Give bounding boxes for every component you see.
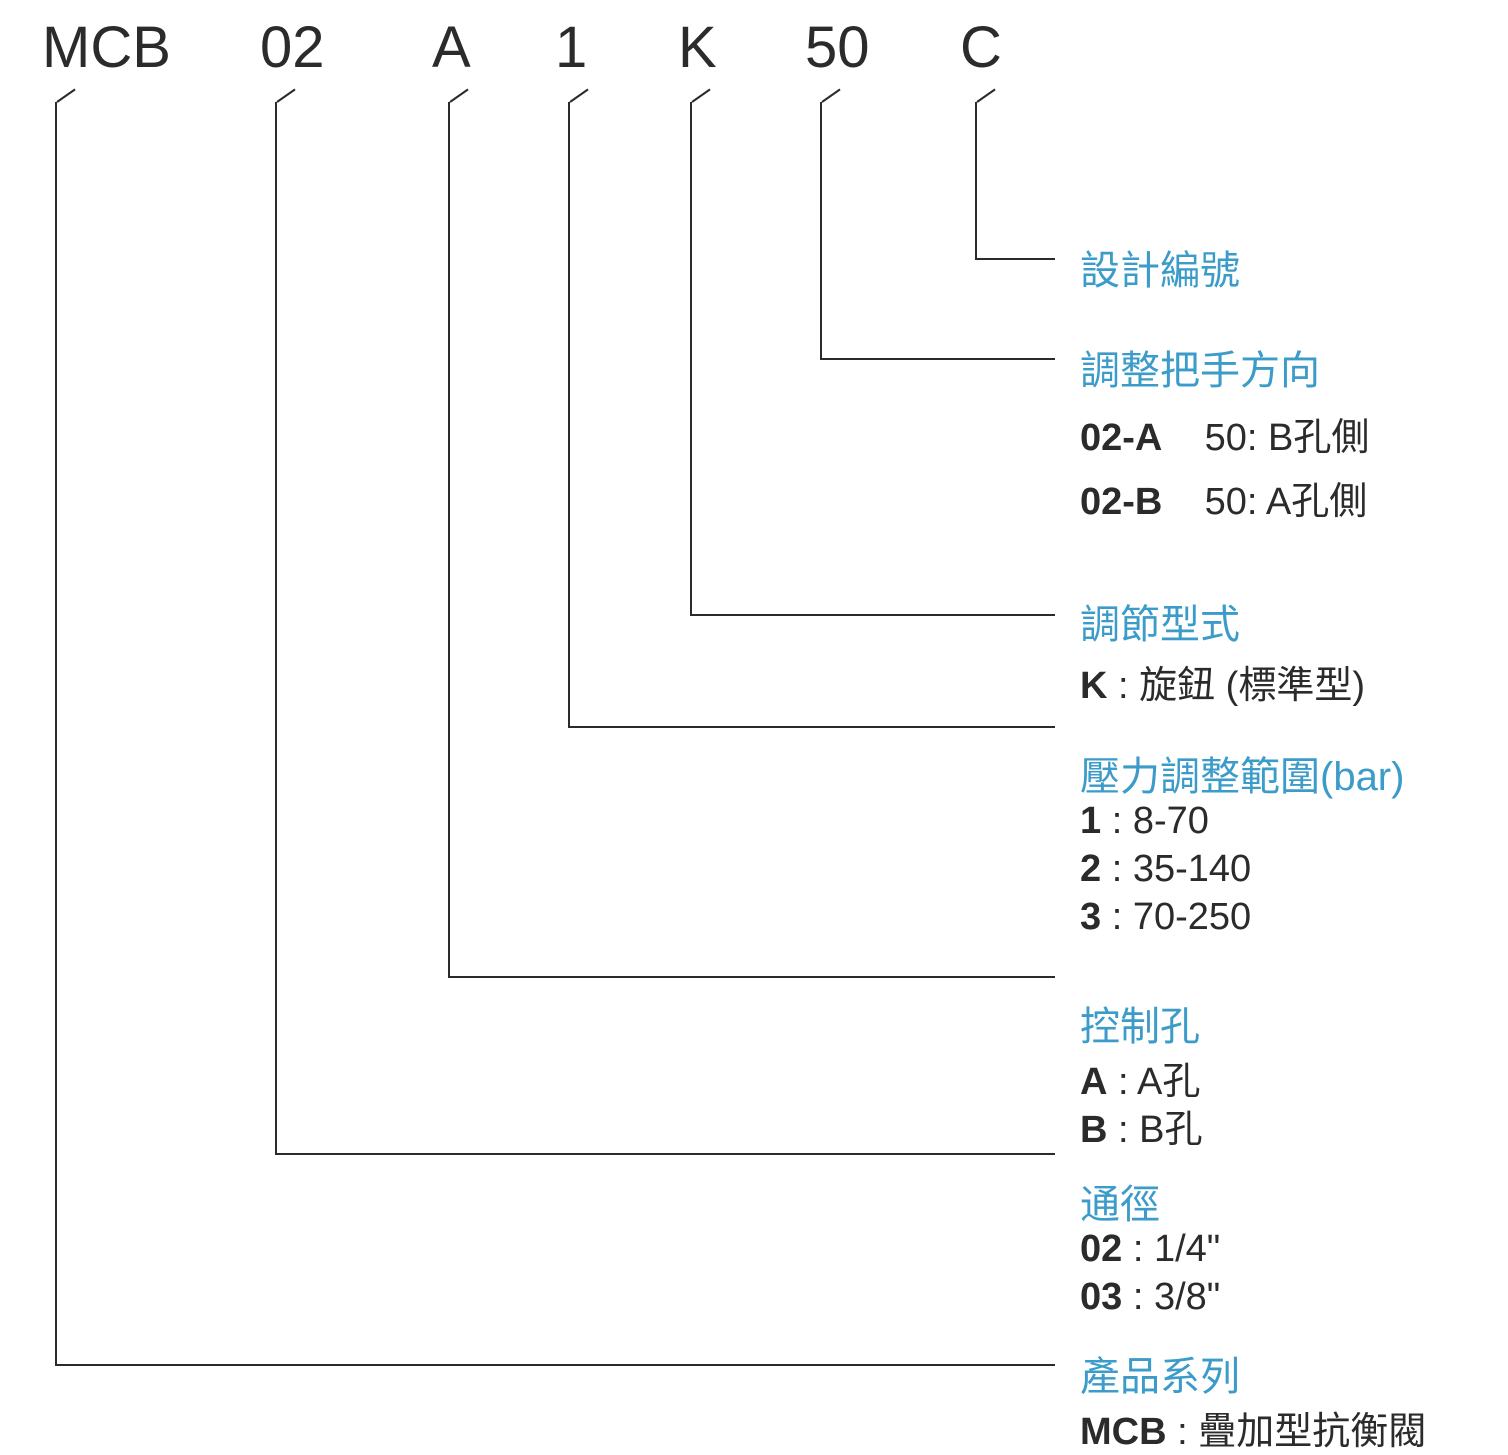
line-rest: 50: A孔側	[1162, 481, 1367, 523]
line-rest: : 旋鈕 (標準型)	[1107, 665, 1365, 707]
bracket-tick-icon	[821, 89, 840, 103]
line-rest: : 70-250	[1101, 896, 1251, 938]
bracket-tick-icon	[691, 89, 710, 103]
bracket-6	[975, 102, 1055, 260]
bold-code: 2	[1080, 848, 1101, 890]
section-4-line-0: A : A孔	[1080, 1050, 1200, 1105]
code-seg-5: 50	[805, 14, 870, 81]
section-4-line-1: B : B孔	[1080, 1098, 1202, 1153]
bold-code: 1	[1080, 800, 1101, 842]
section-5-line-1: 03 : 3/8"	[1080, 1276, 1220, 1319]
section-title-0: 設計編號	[1080, 238, 1240, 296]
bracket-tick-icon	[276, 89, 295, 103]
code-seg-0: MCB	[42, 14, 171, 81]
section-title-5: 通徑	[1080, 1172, 1160, 1230]
code-seg-1: 02	[260, 14, 325, 81]
section-1-line-1: 02-B 50: A孔側	[1080, 470, 1367, 525]
line-rest: : A孔	[1107, 1061, 1200, 1103]
section-3-line-0: 1 : 8-70	[1080, 800, 1209, 843]
code-seg-3: 1	[555, 14, 587, 81]
bold-code: 3	[1080, 896, 1101, 938]
line-rest: : 3/8"	[1122, 1276, 1220, 1318]
code-seg-2: A	[432, 14, 471, 81]
section-title-3: 壓力調整範圍(bar)	[1080, 744, 1404, 802]
line-rest: : 8-70	[1101, 800, 1209, 842]
section-1-line-0: 02-A 50: B孔側	[1080, 406, 1369, 461]
section-title-4: 控制孔	[1080, 994, 1200, 1052]
bold-code: 02-A	[1080, 417, 1162, 459]
bracket-tick-icon	[449, 89, 468, 103]
bold-code: B	[1080, 1109, 1107, 1151]
bracket-tick-icon	[56, 89, 75, 103]
section-title-6: 產品系列	[1080, 1344, 1240, 1402]
line-rest: : B孔	[1107, 1109, 1202, 1151]
section-title-1: 調整把手方向	[1080, 338, 1320, 396]
bold-code: 03	[1080, 1276, 1122, 1318]
section-3-line-1: 2 : 35-140	[1080, 848, 1251, 891]
section-3-line-2: 3 : 70-250	[1080, 896, 1251, 939]
bold-code: A	[1080, 1061, 1107, 1103]
bracket-tick-icon	[569, 89, 588, 103]
bold-code: 02-B	[1080, 481, 1162, 523]
bold-code: 02	[1080, 1228, 1122, 1270]
bold-code: MCB	[1080, 1411, 1167, 1453]
section-title-2: 調節型式	[1080, 592, 1240, 650]
bold-code: K	[1080, 665, 1107, 707]
line-rest: : 1/4"	[1122, 1228, 1220, 1270]
code-seg-6: C	[960, 14, 1002, 81]
bracket-tick-icon	[976, 89, 995, 103]
line-rest: 50: B孔側	[1162, 417, 1369, 459]
line-rest: : 35-140	[1101, 848, 1251, 890]
section-6-line-0: MCB : 疊加型抗衡閥	[1080, 1400, 1426, 1455]
code-seg-4: K	[678, 14, 717, 81]
section-5-line-0: 02 : 1/4"	[1080, 1228, 1220, 1271]
section-2-line-0: K : 旋鈕 (標準型)	[1080, 654, 1365, 709]
line-rest: : 疊加型抗衡閥	[1167, 1411, 1427, 1453]
